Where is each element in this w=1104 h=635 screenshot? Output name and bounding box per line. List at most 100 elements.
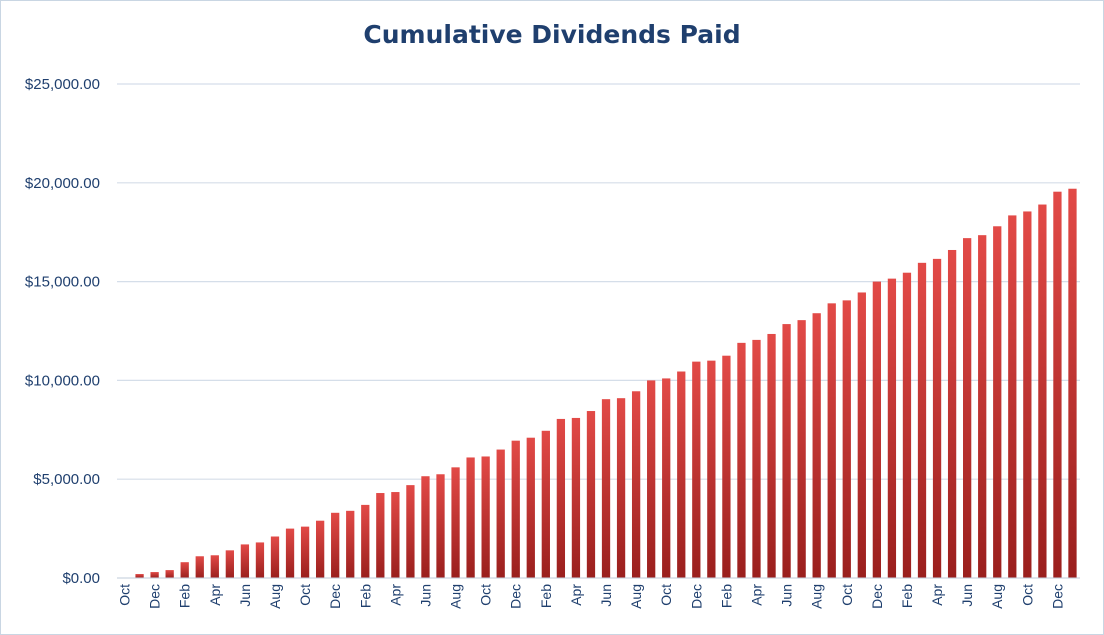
x-tick-label: Feb (718, 584, 734, 608)
bar (692, 361, 701, 578)
x-tick-label: Oct (658, 584, 674, 606)
bar (361, 504, 370, 578)
bar (767, 333, 776, 578)
y-axis: $0.00 $5,000.00 $10,000.00 $15,000.00 $20,00… (25, 76, 100, 587)
x-tick-label: Aug (267, 584, 283, 609)
x-tick-label: Oct (1019, 584, 1035, 606)
bar (346, 510, 355, 578)
x-tick-label: Jun (598, 584, 614, 607)
bar (932, 258, 942, 578)
bar (586, 411, 596, 578)
bar (1023, 211, 1032, 578)
bar (631, 391, 641, 578)
bar (677, 371, 686, 578)
bar (150, 572, 159, 578)
x-tick-label: Apr (568, 584, 584, 606)
x-tick-label: Apr (748, 584, 764, 606)
bar (947, 249, 957, 578)
bar (135, 574, 144, 578)
bar (827, 303, 836, 578)
bar (511, 440, 520, 578)
bar (556, 418, 566, 578)
x-tick-label: Apr (929, 584, 945, 606)
bar (1038, 204, 1047, 578)
x-tick-label: Dec (147, 584, 163, 609)
x-tick-label: Oct (297, 584, 313, 606)
bar (1068, 188, 1077, 578)
bar (225, 550, 234, 578)
bar (1008, 215, 1017, 579)
x-tick-label: Oct (478, 584, 494, 606)
x-tick-label: Oct (839, 584, 855, 606)
x-tick-label: Jun (417, 584, 433, 607)
x-tick-label: Feb (177, 584, 193, 608)
x-tick-label: Aug (809, 584, 825, 609)
bar (707, 360, 716, 578)
chart-title: Cumulative Dividends Paid (363, 20, 741, 49)
bar (571, 417, 581, 578)
x-tick-label: Dec (688, 584, 704, 609)
bar (752, 339, 761, 578)
y-tick-label: $10,000.00 (25, 372, 100, 389)
bar (406, 485, 415, 578)
bar (662, 378, 671, 578)
bar (376, 493, 385, 578)
bar (541, 430, 550, 578)
y-tick-label: $25,000.00 (25, 76, 100, 93)
bar (240, 544, 250, 578)
x-tick-label: Apr (207, 584, 223, 606)
x-tick-label: Feb (538, 584, 554, 608)
bars (135, 188, 1077, 579)
bar (1053, 191, 1062, 578)
bar (526, 437, 535, 578)
y-tick-label: $0.00 (62, 570, 100, 587)
bar (300, 526, 310, 578)
bar (180, 562, 189, 578)
x-tick-label: Dec (1049, 584, 1065, 609)
bar (722, 355, 731, 578)
bar (963, 238, 972, 579)
bar (195, 556, 204, 578)
bar (255, 542, 265, 578)
y-tick-label: $5,000.00 (33, 471, 100, 488)
x-tick-label: Jun (779, 584, 795, 607)
bar (902, 272, 912, 578)
x-tick-label: Jun (237, 584, 253, 607)
bar (210, 555, 219, 578)
x-tick-label: Dec (327, 584, 343, 609)
x-tick-label: Jun (959, 584, 975, 607)
x-axis: Oct Dec Feb Apr Jun Aug Oct Dec Feb Apr Jun Aug Oct D… (117, 577, 1080, 609)
x-tick-label: Dec (508, 584, 524, 609)
x-tick-label: Oct (117, 584, 133, 606)
bar (481, 456, 490, 578)
bar (872, 281, 882, 578)
bar (601, 399, 611, 578)
bar (917, 262, 927, 578)
bar (647, 380, 656, 578)
bar (421, 476, 430, 578)
x-tick-label: Aug (628, 584, 644, 609)
bar (466, 457, 475, 578)
bar (857, 292, 866, 578)
bar (436, 474, 445, 578)
bar (285, 528, 295, 578)
y-tick-label: $15,000.00 (25, 274, 100, 291)
x-tick-label: Feb (899, 584, 915, 608)
bar (451, 467, 460, 578)
bar (616, 398, 626, 578)
bar (842, 300, 851, 578)
x-tick-label: Aug (448, 584, 464, 609)
bar (331, 512, 340, 578)
bar (165, 570, 174, 578)
bar (797, 320, 806, 578)
bar (978, 235, 987, 578)
bar (391, 492, 400, 578)
bar (782, 324, 791, 578)
bar (887, 278, 897, 578)
y-tick-label: $20,000.00 (25, 175, 100, 192)
x-tick-label: Dec (869, 584, 885, 609)
x-tick-label: Aug (989, 584, 1005, 609)
bar (315, 520, 325, 578)
bar (496, 449, 505, 578)
